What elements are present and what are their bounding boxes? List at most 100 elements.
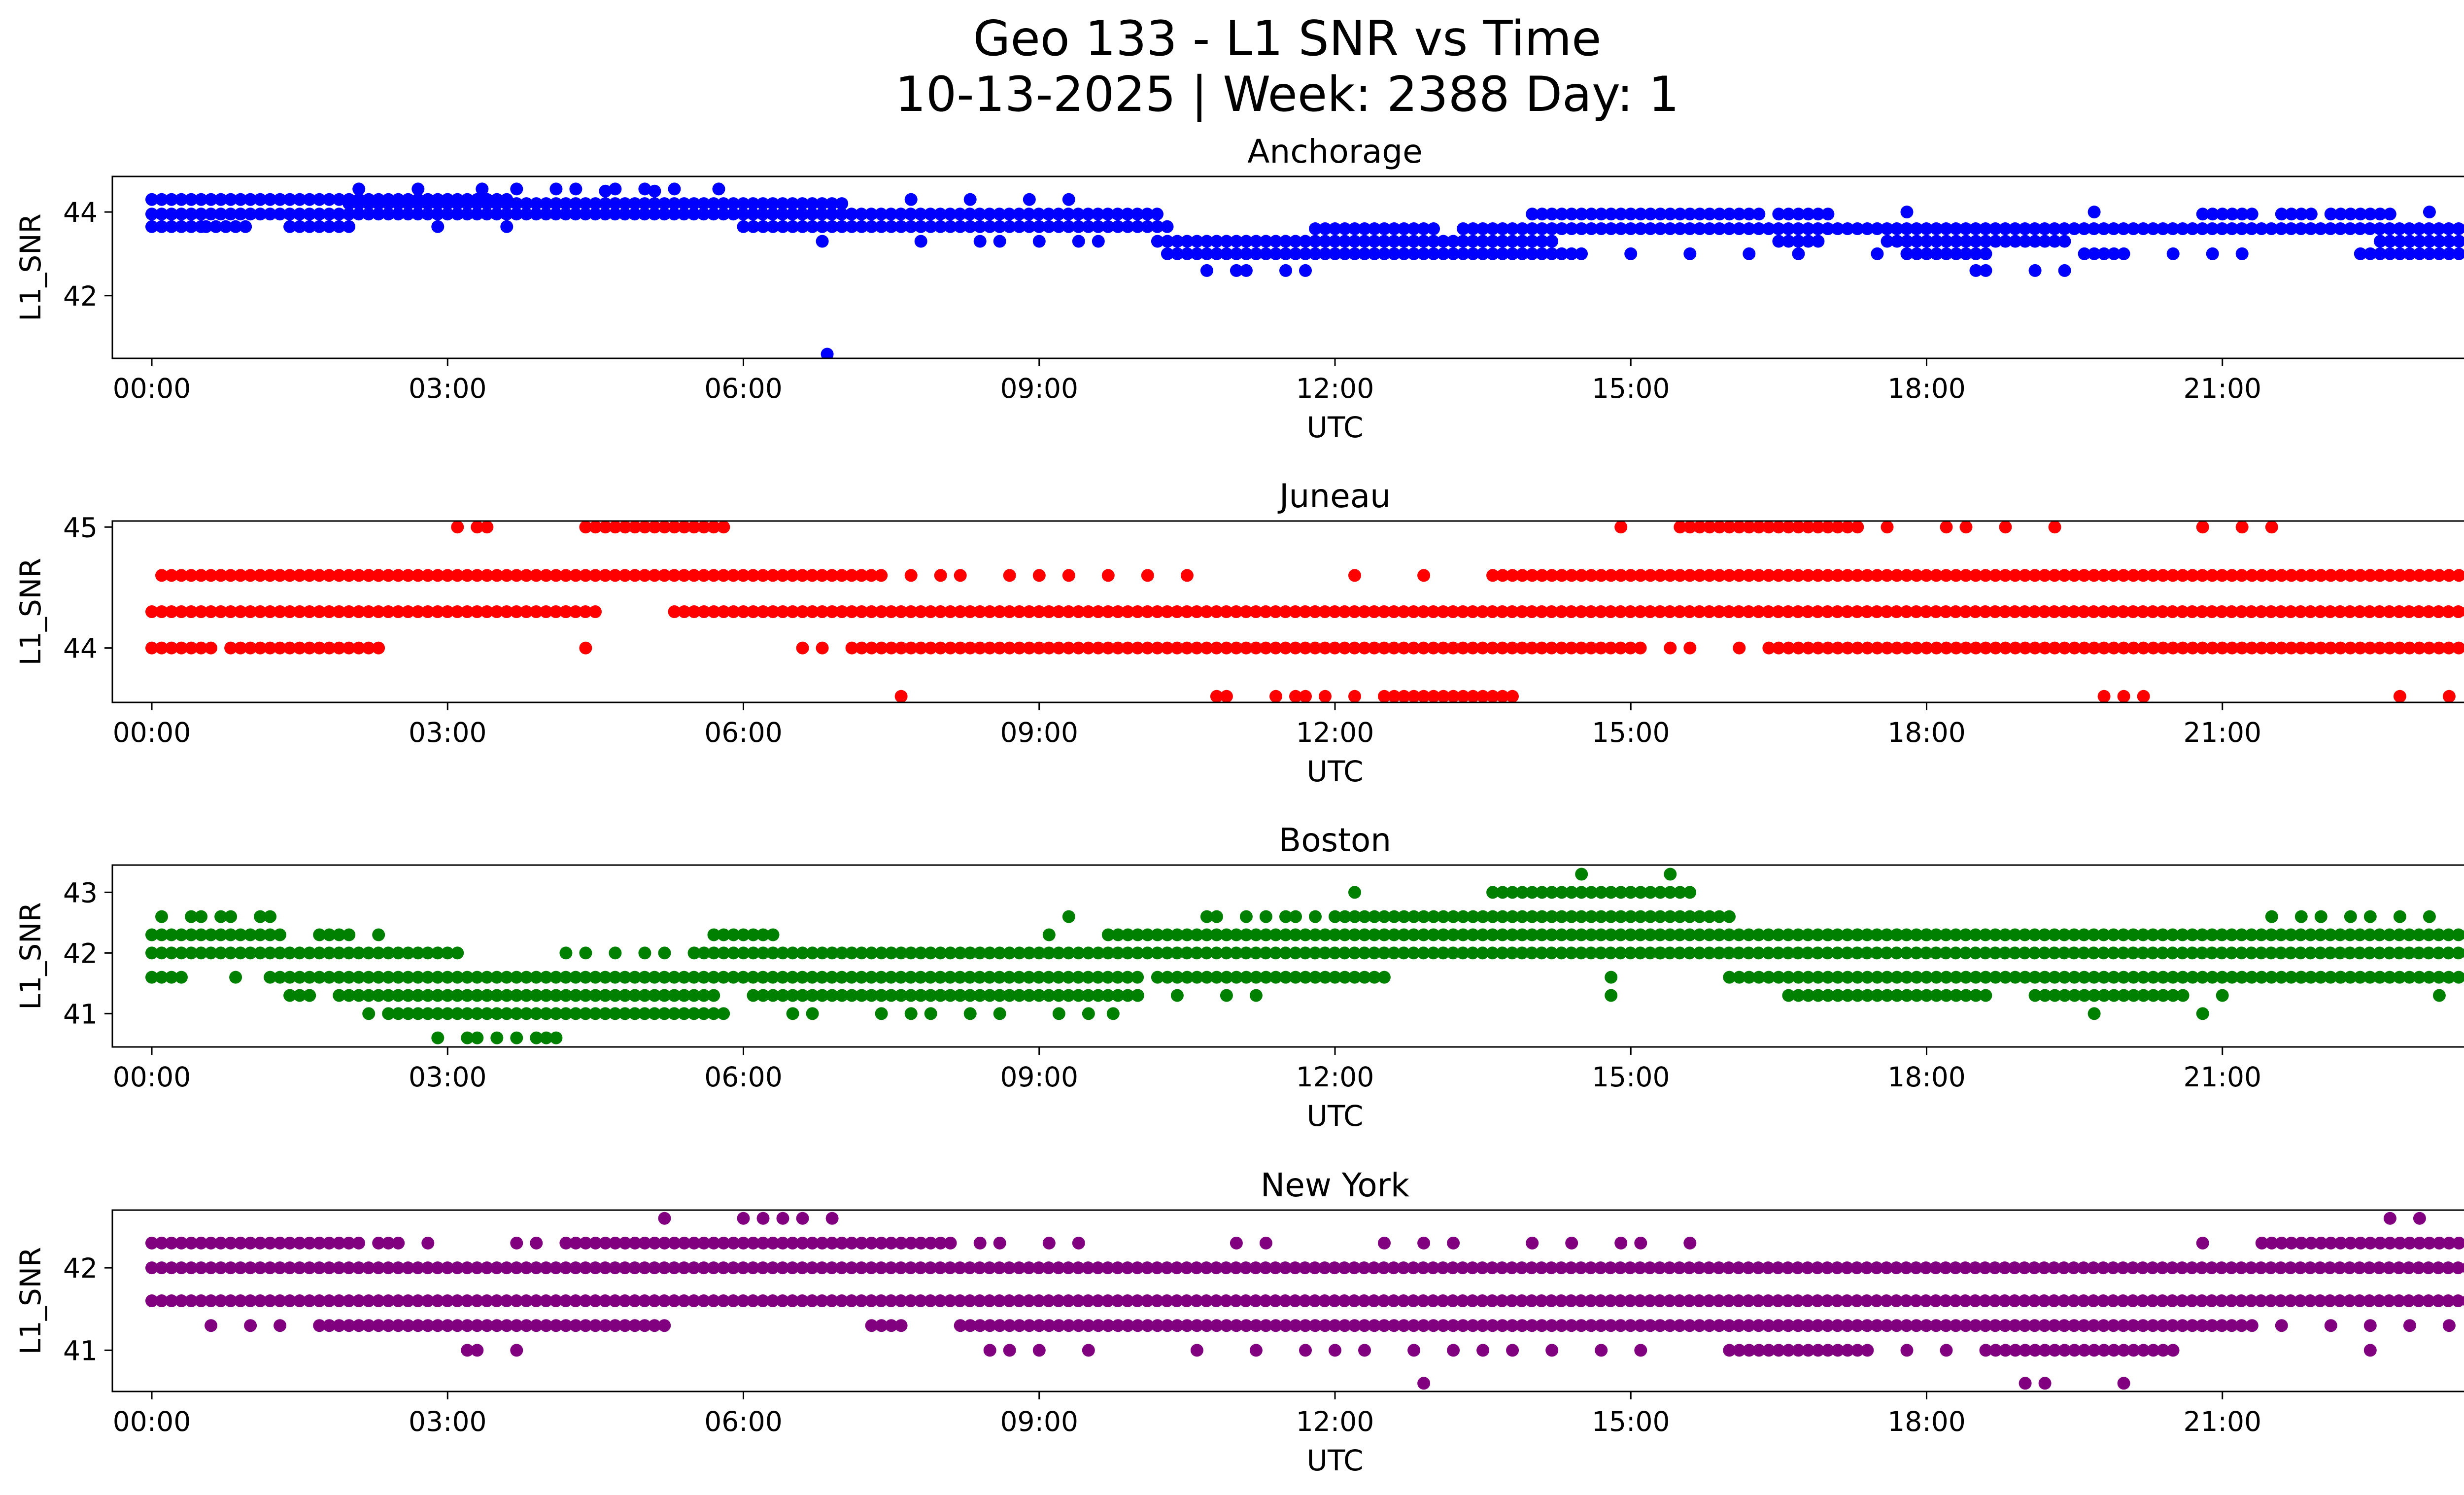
data-point xyxy=(2284,946,2297,960)
data-point xyxy=(480,569,494,582)
data-point xyxy=(1013,971,1026,984)
data-point xyxy=(1151,208,1164,221)
data-point xyxy=(244,1261,257,1275)
data-point xyxy=(461,1007,474,1020)
data-point xyxy=(1170,946,1184,960)
data-point xyxy=(2245,569,2259,582)
data-point xyxy=(737,605,750,618)
data-point xyxy=(1654,208,1667,221)
data-point xyxy=(1801,605,1814,618)
data-point xyxy=(2383,971,2396,984)
data-point xyxy=(1516,247,1529,260)
data-point xyxy=(934,641,947,655)
data-point xyxy=(224,641,238,655)
data-point xyxy=(2344,222,2357,235)
data-point xyxy=(1959,1294,1972,1307)
data-point xyxy=(1210,910,1223,923)
data-point xyxy=(2235,222,2249,235)
data-point xyxy=(175,208,188,221)
data-point xyxy=(303,605,316,618)
data-point xyxy=(1801,1319,1814,1332)
data-point xyxy=(1930,971,1943,984)
data-point xyxy=(411,1261,424,1275)
data-point xyxy=(1526,208,1539,221)
data-point xyxy=(1516,910,1529,923)
data-point xyxy=(2186,946,2199,960)
data-point xyxy=(1870,1261,1883,1275)
data-point xyxy=(451,605,464,618)
data-point xyxy=(293,605,306,618)
data-point xyxy=(2344,971,2357,984)
data-point xyxy=(747,208,759,221)
data-point xyxy=(1111,605,1125,618)
data-point xyxy=(1476,946,1489,960)
data-point xyxy=(1850,1261,1863,1275)
data-point xyxy=(678,1261,690,1275)
data-point xyxy=(382,1319,395,1332)
data-point xyxy=(2097,1319,2110,1332)
data-point xyxy=(1200,605,1213,618)
data-point xyxy=(983,971,996,984)
data-point xyxy=(411,1319,425,1332)
data-point xyxy=(1210,247,1223,260)
data-point xyxy=(362,989,376,1002)
data-point xyxy=(1802,569,1815,582)
data-point xyxy=(372,641,385,655)
data-point xyxy=(747,197,760,210)
data-point xyxy=(1959,222,1973,235)
data-point xyxy=(1831,1294,1844,1307)
data-point xyxy=(2264,1294,2277,1307)
data-point xyxy=(1151,928,1164,941)
data-point xyxy=(1092,220,1105,233)
data-point xyxy=(1723,208,1736,221)
data-point xyxy=(1072,641,1085,655)
data-point xyxy=(875,208,888,221)
data-point xyxy=(372,946,385,960)
data-point xyxy=(2422,605,2435,618)
data-point xyxy=(224,928,237,941)
data-point xyxy=(461,1261,474,1275)
data-point xyxy=(845,971,858,984)
data-point xyxy=(1131,1319,1144,1332)
data-point xyxy=(264,641,277,655)
data-point xyxy=(1190,235,1203,248)
data-point xyxy=(766,1261,779,1275)
data-point xyxy=(1693,1261,1706,1275)
data-point xyxy=(1220,1294,1232,1307)
data-point xyxy=(1515,641,1529,655)
data-point xyxy=(1792,247,1805,260)
data-point xyxy=(944,1236,957,1250)
data-point xyxy=(737,1212,750,1225)
data-point xyxy=(1526,235,1539,248)
y-axis-label: L1_SNR xyxy=(14,902,47,1010)
data-point xyxy=(2324,971,2337,984)
data-point xyxy=(229,220,242,233)
data-point xyxy=(1526,569,1539,582)
data-point xyxy=(2176,222,2190,235)
data-point xyxy=(1476,928,1489,941)
data-point xyxy=(1802,989,1815,1002)
data-point xyxy=(697,208,710,221)
data-point xyxy=(1486,1261,1499,1275)
data-point xyxy=(2186,222,2199,235)
data-point xyxy=(845,208,858,221)
data-point xyxy=(155,910,168,923)
data-point xyxy=(333,605,345,618)
data-point xyxy=(1890,946,1903,960)
data-point xyxy=(2156,605,2169,618)
x-tick-label: 21:00 xyxy=(2183,1061,2261,1093)
data-point xyxy=(737,946,750,960)
data-point xyxy=(1663,1294,1676,1307)
data-point xyxy=(1220,928,1233,941)
data-point xyxy=(490,971,504,984)
data-point xyxy=(2255,971,2268,984)
data-point xyxy=(717,1294,730,1307)
data-point xyxy=(697,1261,710,1275)
data-point xyxy=(2107,605,2120,618)
data-point xyxy=(1653,1294,1666,1307)
data-point xyxy=(1584,1261,1597,1275)
data-point xyxy=(875,605,888,618)
data-point xyxy=(1792,989,1805,1002)
data-point xyxy=(431,1294,444,1307)
data-point xyxy=(2403,1319,2416,1332)
